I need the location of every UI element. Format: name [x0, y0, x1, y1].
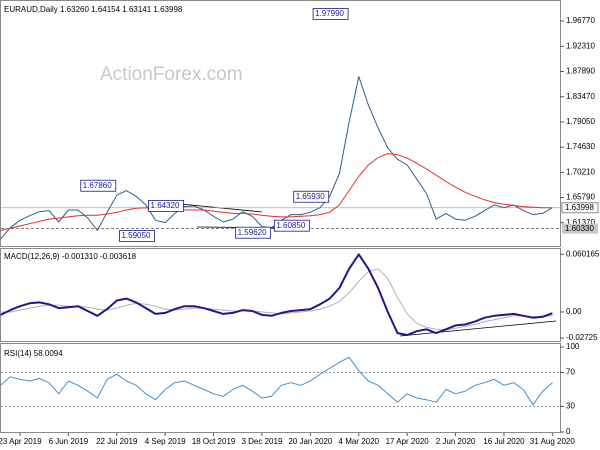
- panel-title: RSI(14) 58.0094: [4, 349, 63, 358]
- y-tick-label: 1.96770: [566, 16, 595, 25]
- x-tick-label: 3 Dec 2019: [241, 437, 282, 446]
- y-tick-label: 1.65790: [566, 193, 595, 202]
- annotation-label: 1.65930: [296, 192, 325, 201]
- annotation-box: [235, 226, 272, 239]
- annotation-box: [148, 200, 184, 212]
- series-line: [0, 356, 553, 406]
- y-tick-label: 1.92310: [566, 41, 595, 50]
- y-tick-label: 1.74630: [566, 142, 595, 151]
- y-tick-label: 1.61370: [566, 218, 595, 227]
- series-line: [0, 253, 553, 336]
- annotation-box: [273, 219, 310, 232]
- x-tick-label: 16 Jul 2020: [483, 437, 525, 446]
- price-tag: [561, 202, 599, 214]
- y-tick-label: 70: [566, 368, 575, 377]
- x-tick-label: 18 Oct 2019: [192, 437, 236, 446]
- annotation-label: 1.64320: [151, 201, 180, 210]
- x-tick-label: 4 Sep 2019: [145, 437, 186, 446]
- annotation-label: 1.67860: [83, 181, 112, 190]
- x-tick-label: 22 Jul 2019: [96, 437, 138, 446]
- annotation-box: [80, 179, 117, 192]
- y-tick-label: 1.83470: [566, 92, 595, 101]
- series-line: [0, 153, 553, 231]
- annotation-label: 1.59620: [238, 228, 267, 237]
- trend-line: [399, 320, 557, 337]
- x-tick-label: 4 Mar 2020: [339, 437, 380, 446]
- watermark: ActionForex.com: [100, 64, 243, 85]
- x-tick-label: 6 Jun 2019: [49, 437, 89, 446]
- y-tick-label: 0.00: [566, 307, 582, 316]
- annotation-box: [293, 190, 330, 203]
- y-tick-label: 1.70210: [566, 167, 595, 176]
- annotation-label: 1.97990: [315, 9, 344, 18]
- y-tick-label: 0.060165: [566, 249, 600, 258]
- y-tick-label: 0: [566, 427, 571, 436]
- x-tick-label: 17 Apr 2020: [386, 437, 430, 446]
- x-tick-label: 23 Apr 2019: [0, 437, 42, 446]
- x-tick-label: 20 Jan 2020: [288, 437, 333, 446]
- annotation-label: 1.59050: [121, 231, 150, 240]
- price-tag: [562, 223, 598, 234]
- y-tick-label: 1.79050: [566, 117, 595, 126]
- annotation-box: [119, 230, 155, 242]
- y-tick-label: -0.02725: [566, 333, 598, 342]
- annotation-box: [312, 8, 349, 20]
- x-tick-label: 31 Aug 2020: [530, 437, 575, 446]
- panel-title: EURAUD,Daily 1.63260 1.64154 1.63141 1.6…: [4, 5, 183, 14]
- annotation-label: 1.60850: [276, 221, 305, 230]
- price-panel-frame: [0, 0, 561, 247]
- y-tick-label: 1.87890: [566, 67, 595, 76]
- macd-panel-frame: [0, 248, 561, 342]
- y-tick-label: 100: [566, 342, 580, 351]
- price-tag-label: 1.60330: [565, 224, 594, 233]
- price-tag-label: 1.63998: [565, 203, 594, 212]
- panel-title: MACD(12,26,9) -0.001310 -0.003618: [4, 252, 137, 261]
- y-tick-label: 30: [566, 402, 575, 411]
- rsi-panel-frame: [0, 343, 561, 433]
- x-tick-label: 2 Jun 2020: [436, 437, 476, 446]
